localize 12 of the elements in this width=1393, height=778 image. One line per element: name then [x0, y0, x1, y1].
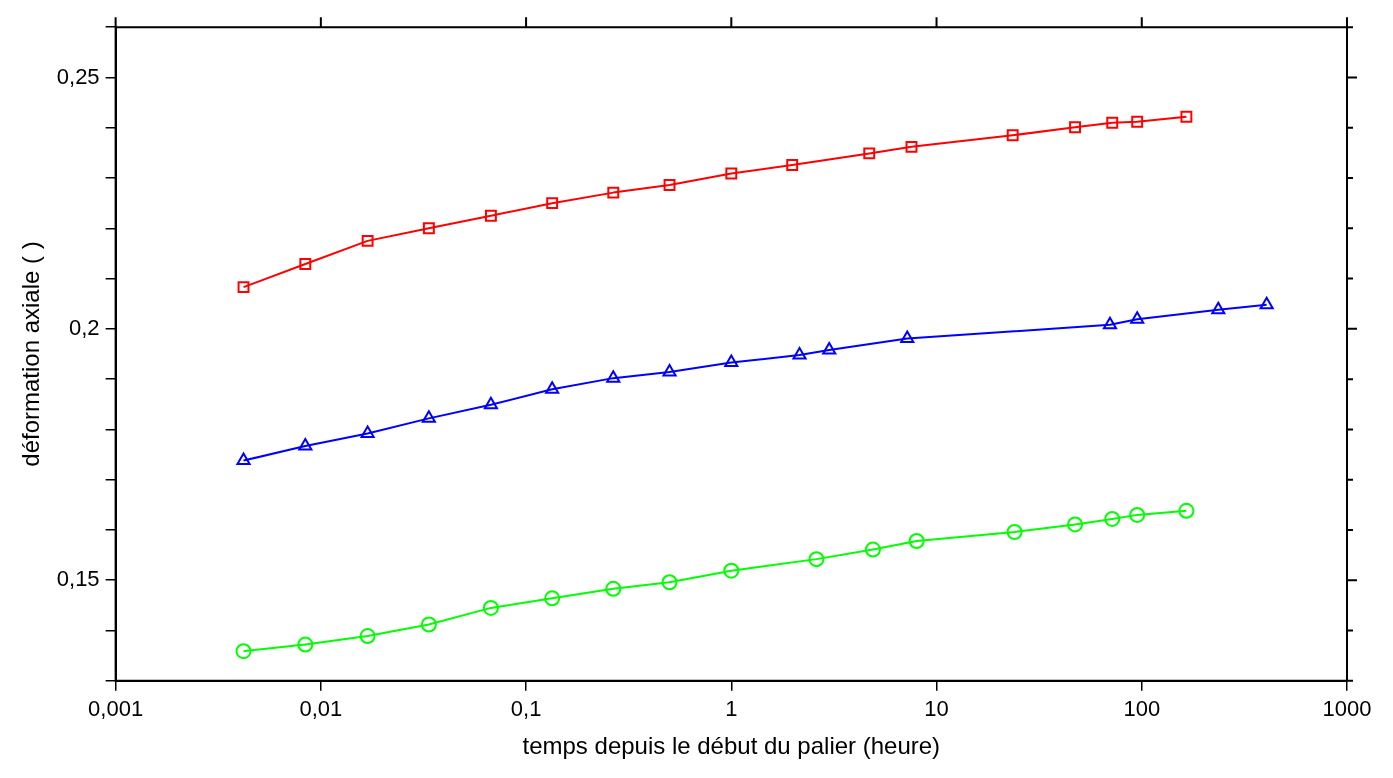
x-tick-label: 10 — [924, 696, 949, 722]
x-tick-label: 0,1 — [510, 696, 542, 722]
y-tick-label: 0,15 — [56, 566, 100, 592]
x-tick-label: 1000 — [1322, 696, 1372, 722]
x-tick-label: 0,01 — [299, 696, 343, 722]
x-tick-label: 0,001 — [88, 696, 144, 722]
y-tick-label: 0,25 — [56, 63, 100, 89]
x-tick-label: 1 — [725, 696, 738, 722]
y-axis-title: déformation axiale ( ) — [17, 241, 45, 467]
x-tick-label: 100 — [1123, 696, 1161, 722]
y-tick-label: 0,2 — [69, 314, 100, 340]
x-axis-title: temps depuis le début du palier (heure) — [522, 732, 941, 760]
